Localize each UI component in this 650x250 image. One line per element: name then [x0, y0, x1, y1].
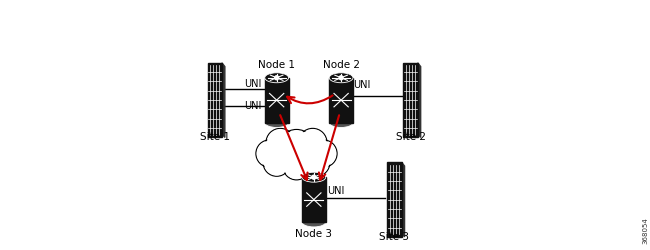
Bar — [329, 78, 353, 122]
Bar — [403, 63, 418, 138]
Text: Site 1: Site 1 — [200, 132, 229, 142]
Bar — [265, 78, 289, 122]
Circle shape — [279, 131, 314, 166]
Circle shape — [264, 150, 289, 175]
Ellipse shape — [329, 73, 353, 83]
Bar — [207, 63, 222, 138]
Circle shape — [310, 140, 337, 167]
Bar — [387, 162, 402, 237]
Circle shape — [311, 141, 336, 166]
Circle shape — [339, 76, 343, 80]
Ellipse shape — [302, 172, 326, 182]
Text: 368054: 368054 — [642, 218, 648, 244]
Bar — [302, 177, 326, 222]
Ellipse shape — [265, 118, 289, 128]
Text: UNI: UNI — [327, 186, 344, 196]
Circle shape — [257, 141, 282, 166]
Circle shape — [263, 149, 291, 176]
Circle shape — [278, 130, 315, 167]
Ellipse shape — [265, 73, 289, 83]
Text: Site 3: Site 3 — [380, 232, 410, 242]
Text: UNI: UNI — [244, 101, 261, 111]
Circle shape — [275, 76, 279, 80]
Circle shape — [266, 128, 294, 157]
Ellipse shape — [329, 118, 353, 128]
Circle shape — [298, 128, 327, 157]
Circle shape — [303, 149, 330, 176]
Circle shape — [283, 152, 310, 180]
Polygon shape — [402, 162, 404, 237]
Polygon shape — [418, 63, 421, 138]
Text: UNI: UNI — [354, 80, 371, 90]
Text: Node 1: Node 1 — [258, 60, 295, 70]
Circle shape — [267, 129, 294, 156]
Circle shape — [256, 140, 283, 167]
Text: Node 3: Node 3 — [295, 230, 332, 239]
Ellipse shape — [302, 217, 326, 227]
Text: Site 2: Site 2 — [395, 132, 426, 142]
Circle shape — [312, 175, 316, 179]
Text: UNI: UNI — [244, 79, 261, 89]
Text: Node 2: Node 2 — [322, 60, 359, 70]
Polygon shape — [222, 63, 225, 138]
Circle shape — [284, 154, 309, 179]
Circle shape — [299, 129, 326, 156]
Circle shape — [304, 150, 329, 175]
